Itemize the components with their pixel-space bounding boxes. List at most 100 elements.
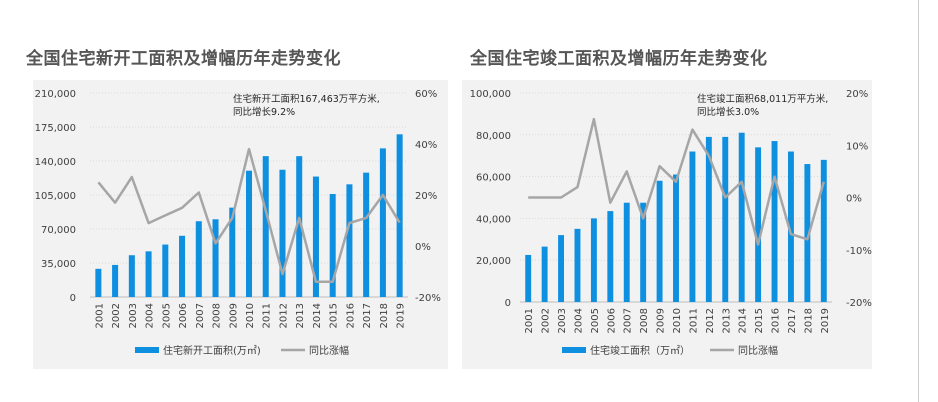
legend-line-label: 同比涨幅 xyxy=(738,344,778,357)
x-tick-label: 2006 xyxy=(178,303,189,328)
x-tick-label: 2002 xyxy=(111,303,122,328)
bar xyxy=(558,235,565,302)
x-tick-label: 2015 xyxy=(754,308,765,333)
bar xyxy=(771,141,778,302)
bar xyxy=(607,211,614,302)
y-right-tick-label: 20% xyxy=(415,191,437,202)
y-right-tick-label: 60% xyxy=(415,89,437,100)
x-tick-label: 2008 xyxy=(639,308,650,333)
x-tick-label: 2004 xyxy=(145,303,156,328)
x-tick-label: 2009 xyxy=(228,303,239,328)
x-tick-label: 2014 xyxy=(738,308,749,333)
window-divider xyxy=(918,0,919,402)
x-tick-label: 2009 xyxy=(656,308,667,333)
y-left-tick-label: 80,000 xyxy=(476,131,511,142)
bar xyxy=(590,218,597,302)
x-tick-label: 2016 xyxy=(771,308,782,333)
x-tick-label: 2015 xyxy=(329,303,340,328)
y-left-tick-label: 40,000 xyxy=(476,214,511,225)
x-tick-label: 2003 xyxy=(128,303,139,328)
x-tick-label: 2017 xyxy=(362,303,373,328)
bar xyxy=(541,246,548,302)
bar xyxy=(296,156,303,297)
legend-bar-swatch xyxy=(562,347,586,353)
y-right-tick-label: -10% xyxy=(846,246,872,257)
chart-panel-completions: 0 20,000 40,000 60,000 80,000 100,000 -20% -10%… xyxy=(462,80,872,369)
annotation-text: 住宅新开工面积167,463万平方米, xyxy=(233,93,380,105)
x-tick-label: 2010 xyxy=(245,303,256,328)
y-right-tick-label: 20% xyxy=(846,89,868,100)
x-tick-label: 2011 xyxy=(262,303,273,328)
chart-panel-new-starts: 0 35,000 70,000 105,000 140,000 175,000 210,00… xyxy=(33,80,448,369)
bar xyxy=(145,251,152,297)
bar xyxy=(95,268,102,297)
y-right-tick-label: -20% xyxy=(846,298,872,309)
x-tick-label: 2004 xyxy=(573,308,584,333)
bar xyxy=(755,147,762,302)
x-tick-label: 2008 xyxy=(212,303,223,328)
y-left-tick-label: 35,000 xyxy=(41,259,76,270)
bar xyxy=(262,156,269,297)
y-left-tick-label: 100,000 xyxy=(470,89,511,100)
y-left-tick-label: 210,000 xyxy=(35,89,76,100)
bar xyxy=(804,164,811,302)
annotation-text: 住宅竣工面积68,011万平方米, xyxy=(697,93,828,105)
chart-completions: 0 20,000 40,000 60,000 80,000 100,000 -20% -10%… xyxy=(470,89,872,357)
bar xyxy=(212,219,219,297)
y-left-tick-label: 175,000 xyxy=(35,123,76,134)
bar xyxy=(396,134,403,297)
series-line xyxy=(97,147,401,283)
chart-title-completions: 全国住宅竣工面积及增幅历年走势变化 xyxy=(470,49,768,69)
bar xyxy=(162,244,169,297)
annotation-text: 同比增长3.0% xyxy=(697,106,759,118)
chart-new-starts: 0 35,000 70,000 105,000 140,000 175,000 210,00… xyxy=(35,89,441,357)
series-line xyxy=(528,117,826,246)
bar xyxy=(329,194,336,297)
x-tick-label: 2014 xyxy=(312,303,323,328)
x-tick-label: 2003 xyxy=(557,308,568,333)
bar xyxy=(229,207,236,297)
bar xyxy=(722,136,729,302)
y-left-tick-label: 70,000 xyxy=(41,225,76,236)
x-tick-label: 2006 xyxy=(606,308,617,333)
bar xyxy=(787,151,794,302)
legend-bar-label: 住宅竣工面积（万㎡） xyxy=(590,344,690,357)
bar xyxy=(525,254,532,302)
bar xyxy=(705,136,712,302)
x-tick-label: 2005 xyxy=(590,308,601,333)
y-right-tick-label: 0% xyxy=(415,242,431,253)
x-tick-label: 2012 xyxy=(705,308,716,333)
x-tick-label: 2007 xyxy=(623,308,634,333)
bar xyxy=(346,184,353,297)
x-tick-label: 2012 xyxy=(278,303,289,328)
bar xyxy=(689,151,696,302)
bar xyxy=(820,159,827,302)
bar xyxy=(279,169,286,297)
x-tick-label: 2018 xyxy=(803,308,814,333)
bar xyxy=(179,235,186,297)
x-tick-label: 2010 xyxy=(672,308,683,333)
bar xyxy=(673,174,679,302)
legend-line-label: 同比涨幅 xyxy=(309,344,349,357)
y-left-tick-label: 140,000 xyxy=(35,157,76,168)
bar xyxy=(245,170,253,297)
y-left-tick-label: 60,000 xyxy=(476,173,511,184)
x-tick-label: 2013 xyxy=(721,308,732,333)
y-right-tick-label: 40% xyxy=(415,140,437,151)
y-left-tick-label: 0 xyxy=(70,293,76,304)
y-left-tick-label: 0 xyxy=(505,298,511,309)
legend-bar-label: 住宅新开工面积(万㎡) xyxy=(163,344,261,357)
bar xyxy=(112,264,119,297)
x-tick-label: 2013 xyxy=(295,303,306,328)
bar xyxy=(738,132,745,302)
bar xyxy=(574,228,581,302)
bar xyxy=(656,180,663,302)
bar xyxy=(640,202,647,302)
y-left-tick-label: 105,000 xyxy=(35,191,76,202)
chart-title-new-starts: 全国住宅新开工面积及增幅历年走势变化 xyxy=(26,49,341,69)
bar xyxy=(195,221,202,297)
x-tick-label: 2016 xyxy=(345,303,356,328)
x-tick-label: 2005 xyxy=(161,303,172,328)
bar xyxy=(379,148,386,297)
annotation-text: 同比增长9.2% xyxy=(233,106,295,118)
